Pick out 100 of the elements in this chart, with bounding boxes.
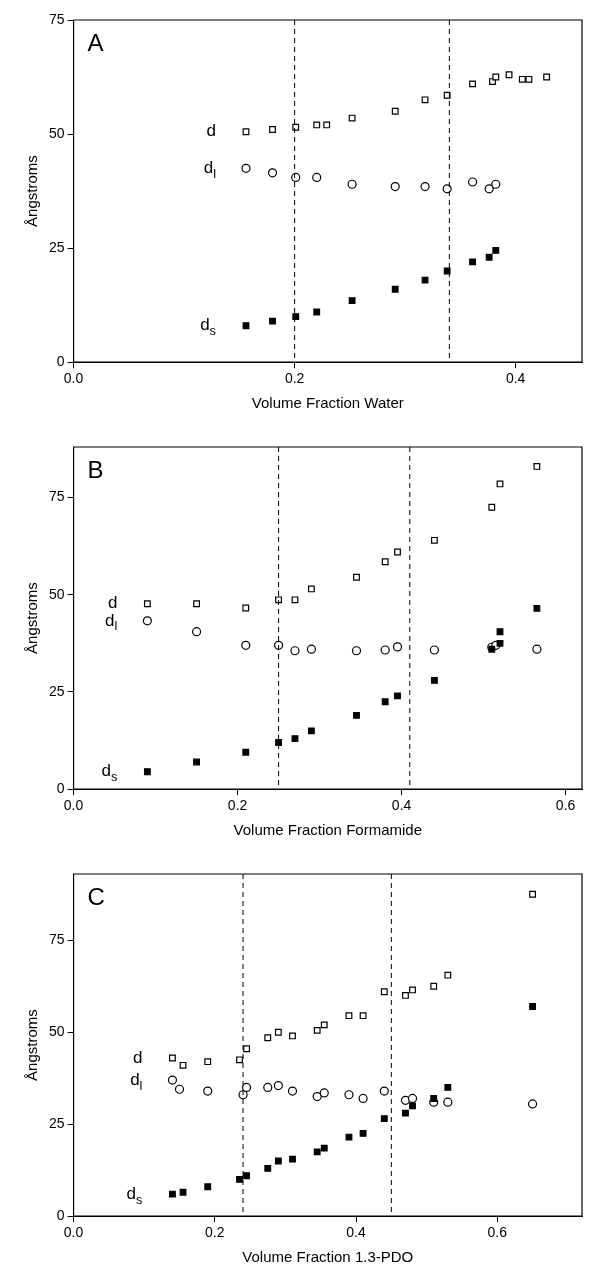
point: [392, 642, 403, 652]
point: [179, 1188, 187, 1196]
point: [269, 126, 276, 133]
point: [319, 1088, 329, 1098]
point: [430, 536, 438, 544]
point: [529, 890, 536, 898]
point: [236, 1056, 243, 1064]
point: [143, 600, 151, 608]
x-tick-label: 0.4: [346, 1224, 366, 1241]
point: [242, 128, 250, 136]
point: [379, 1086, 389, 1096]
y-tick-label: 25: [48, 1115, 65, 1132]
series-label: d: [132, 1047, 143, 1067]
point: [269, 317, 276, 325]
point: [380, 988, 388, 996]
point: [312, 172, 322, 183]
point: [529, 1003, 536, 1010]
point: [469, 80, 477, 88]
point: [444, 1083, 452, 1091]
x-tick-label: 0.0: [63, 797, 84, 814]
point: [191, 627, 202, 637]
point: [169, 1190, 176, 1198]
point: [533, 463, 541, 470]
point: [313, 1026, 321, 1034]
point: [394, 692, 401, 700]
x-tick-label: 0.6: [487, 1224, 508, 1241]
y-tick-label: 50: [48, 124, 65, 141]
point: [527, 1099, 538, 1109]
point: [485, 253, 493, 261]
point: [492, 246, 500, 254]
point: [291, 735, 299, 743]
point: [518, 75, 526, 83]
point: [167, 1075, 178, 1085]
point: [402, 992, 409, 999]
x-axis-title: Volume Fraction Formamide: [233, 821, 422, 839]
x-axis-title: Volume Fraction 1.3-PDO: [242, 1248, 414, 1266]
point: [307, 585, 315, 593]
point: [359, 1129, 367, 1137]
point: [420, 181, 430, 192]
point: [236, 1175, 243, 1183]
point: [430, 1095, 438, 1102]
point: [443, 267, 451, 275]
y-tick-label: 75: [48, 931, 65, 948]
point: [193, 600, 201, 608]
point: [320, 1021, 328, 1029]
point: [345, 1133, 353, 1141]
y-tick-label: 25: [48, 238, 65, 255]
point: [273, 1080, 283, 1091]
point: [291, 596, 299, 604]
point: [359, 1012, 367, 1020]
series-label: d: [107, 593, 118, 613]
point: [505, 71, 513, 79]
point: [345, 1012, 353, 1020]
point: [263, 1082, 273, 1093]
point: [313, 308, 321, 316]
point: [313, 121, 321, 129]
point: [442, 184, 452, 194]
point: [292, 123, 300, 131]
point: [402, 1109, 409, 1117]
y-tick-label: 0: [56, 1207, 65, 1224]
point: [469, 258, 477, 266]
point: [491, 179, 501, 189]
x-tick-label: 0.0: [63, 370, 84, 387]
point: [344, 1090, 354, 1100]
y-tick-label: 25: [48, 682, 65, 699]
y-tick-label: 0: [56, 353, 65, 370]
point: [532, 644, 542, 654]
point: [421, 276, 429, 284]
point: [429, 645, 439, 655]
point: [496, 639, 504, 647]
point: [307, 727, 315, 735]
point: [313, 1148, 321, 1156]
point: [351, 646, 362, 656]
point: [242, 322, 250, 330]
point: [409, 1102, 416, 1110]
y-tick-label: 75: [48, 10, 65, 27]
point: [204, 1058, 212, 1066]
point: [289, 1032, 296, 1040]
point: [264, 1034, 272, 1042]
point: [241, 640, 251, 650]
point: [496, 628, 504, 636]
point: [179, 1061, 187, 1069]
point: [275, 739, 283, 746]
point: [391, 107, 399, 115]
point: [488, 503, 496, 511]
x-tick-label: 0.4: [391, 797, 412, 814]
point: [407, 1093, 418, 1104]
point: [241, 163, 251, 173]
point: [525, 75, 533, 83]
point: [243, 1172, 251, 1180]
point: [241, 1082, 252, 1093]
point: [174, 1084, 185, 1094]
point: [348, 297, 356, 305]
point: [444, 971, 452, 979]
point: [390, 181, 400, 192]
annotation: C: [87, 882, 105, 910]
annotation: A: [87, 28, 104, 56]
point: [358, 1093, 368, 1104]
point: [430, 676, 438, 684]
point: [204, 1183, 212, 1191]
